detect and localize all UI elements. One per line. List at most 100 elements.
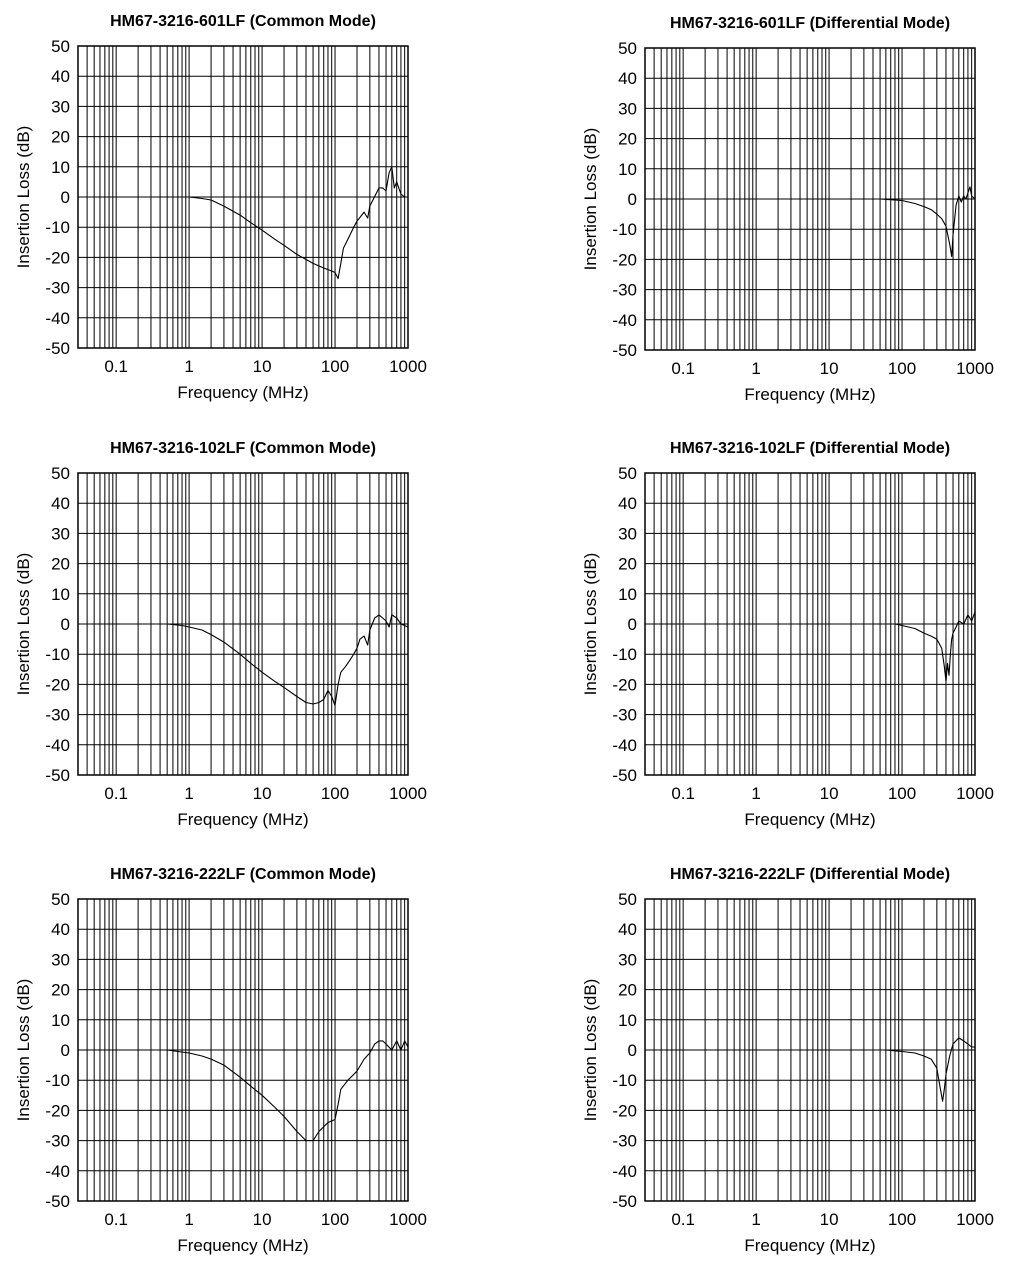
x-tick-label: 10 xyxy=(253,357,272,376)
chart-panel: HM67-3216-102LF (Differential Mode) 50 40 3… xyxy=(572,429,1009,839)
y-tick-label: 30 xyxy=(51,524,70,543)
y-tick-label: 20 xyxy=(618,555,637,574)
x-axis-label: Frequency (MHz) xyxy=(177,1236,308,1255)
y-tick-label: -10 xyxy=(45,218,70,237)
y-tick-label: -10 xyxy=(612,220,637,239)
chart-svg: HM67-3216-601LF (Differential Mode) 50 40 3… xyxy=(581,15,994,404)
chart-panel: HM67-3216-601LF (Common Mode) 50 40 30 20 10 0… xyxy=(5,2,485,412)
series-line xyxy=(645,1037,975,1102)
y-tick-label: -30 xyxy=(612,1132,637,1151)
x-tick-label: 1 xyxy=(184,357,193,376)
y-tick-label: 50 xyxy=(51,37,70,56)
y-tick-label: 40 xyxy=(618,69,637,88)
y-axis-label: Insertion Loss (dB) xyxy=(14,553,33,696)
x-axis-label: Frequency (MHz) xyxy=(177,383,308,402)
y-tick-label: -40 xyxy=(612,736,637,755)
y-tick-label: 30 xyxy=(618,524,637,543)
x-tick-label: 1 xyxy=(751,1210,760,1229)
series-line xyxy=(177,166,408,280)
chart-svg: HM67-3216-102LF (Common Mode)50403020100… xyxy=(14,440,427,829)
y-tick-label: 20 xyxy=(51,128,70,147)
y-axis-label: Insertion Loss (dB) xyxy=(581,979,600,1122)
y-tick-label: -30 xyxy=(45,279,70,298)
x-axis-label: Frequency (MHz) xyxy=(744,810,875,829)
y-tick-label: 0 xyxy=(61,188,70,207)
y-tick-label: 40 xyxy=(51,494,70,513)
y-tick-label: 30 xyxy=(51,97,70,116)
x-tick-label: 0.1 xyxy=(671,1210,695,1229)
y-tick-label: -30 xyxy=(45,1132,70,1151)
chart-svg: HM67-3216-601LF (Common Mode)50403020100… xyxy=(14,13,427,402)
chart-title: HM67-3216-601LF (Differential Mode) xyxy=(670,15,950,32)
y-tick-label: -30 xyxy=(612,706,637,725)
series-line xyxy=(645,186,976,257)
x-tick-label: 0.1 xyxy=(671,784,695,803)
y-tick-label: -20 xyxy=(612,1101,637,1120)
x-tick-label: 10 xyxy=(820,359,839,378)
y-tick-label: -30 xyxy=(45,706,70,725)
y-tick-label: 30 xyxy=(618,99,637,118)
y-tick-label: 50 xyxy=(51,890,70,909)
y-tick-label: 0 xyxy=(61,615,70,634)
y-tick-label: -50 xyxy=(612,766,637,785)
y-axis-label: Insertion Loss (dB) xyxy=(581,128,600,271)
y-tick-label: 50 xyxy=(618,39,637,58)
y-tick-label: 30 xyxy=(51,950,70,969)
x-tick-label: 0.1 xyxy=(104,357,128,376)
x-tick-label: 1000 xyxy=(956,1210,994,1229)
y-tick-label: -20 xyxy=(45,248,70,267)
y-tick-label: 20 xyxy=(618,981,637,1000)
x-tick-label: 1000 xyxy=(956,359,994,378)
series-line xyxy=(138,614,409,707)
y-tick-label: 10 xyxy=(618,585,637,604)
grid xyxy=(77,898,409,1202)
x-tick-label: 10 xyxy=(253,1210,272,1229)
x-tick-label: 1000 xyxy=(389,784,427,803)
y-tick-label: 20 xyxy=(51,555,70,574)
series-line xyxy=(138,1040,409,1142)
y-tick-label: 30 xyxy=(618,950,637,969)
grid xyxy=(77,45,409,349)
y-axis-label: Insertion Loss (dB) xyxy=(14,126,33,269)
chart-panel: HM67-3216-601LF (Differential Mode) 50 40 3… xyxy=(572,4,1009,414)
series-line xyxy=(645,611,976,682)
y-tick-label: 10 xyxy=(51,585,70,604)
y-tick-label: 10 xyxy=(618,160,637,179)
y-tick-label: -20 xyxy=(612,675,637,694)
y-axis-label: Insertion Loss (dB) xyxy=(14,979,33,1122)
y-tick-label: 10 xyxy=(51,1011,70,1030)
x-tick-label: 1000 xyxy=(389,1210,427,1229)
y-tick-label: 20 xyxy=(618,130,637,149)
x-axis-label: Frequency (MHz) xyxy=(744,385,875,404)
x-axis-label: Frequency (MHz) xyxy=(744,1236,875,1255)
y-tick-label: -40 xyxy=(45,1162,70,1181)
x-axis-label: Frequency (MHz) xyxy=(177,810,308,829)
y-tick-label: -10 xyxy=(612,645,637,664)
x-tick-label: 1 xyxy=(184,784,193,803)
chart-title: HM67-3216-222LF (Differential Mode) xyxy=(670,866,950,883)
x-tick-label: 1 xyxy=(751,784,760,803)
y-tick-label: -50 xyxy=(45,339,70,358)
y-tick-label: -50 xyxy=(612,1192,637,1211)
y-tick-label: 0 xyxy=(628,1041,637,1060)
y-tick-label: 50 xyxy=(51,464,70,483)
plot-frame xyxy=(77,472,409,776)
chart-title: HM67-3216-601LF (Common Mode) xyxy=(110,13,376,30)
y-axis-label: Insertion Loss (dB) xyxy=(581,553,600,696)
x-tick-label: 0.1 xyxy=(671,359,695,378)
x-tick-label: 100 xyxy=(321,357,349,376)
chart-panel: HM67-3216-222LF (Common Mode) 50 40 30 20 10 0… xyxy=(5,855,485,1265)
y-tick-label: -40 xyxy=(45,736,70,755)
y-tick-label: -50 xyxy=(45,766,70,785)
y-tick-label: -20 xyxy=(45,675,70,694)
grid xyxy=(77,472,409,776)
x-tick-label: 1000 xyxy=(389,357,427,376)
y-tick-label: -20 xyxy=(45,1101,70,1120)
x-tick-label: 100 xyxy=(888,359,916,378)
y-tick-label: 40 xyxy=(618,494,637,513)
y-tick-label: 10 xyxy=(618,1011,637,1030)
y-tick-label: 40 xyxy=(51,67,70,86)
x-tick-label: 100 xyxy=(321,784,349,803)
plot-frame xyxy=(77,898,409,1202)
y-tick-label: -30 xyxy=(612,281,637,300)
